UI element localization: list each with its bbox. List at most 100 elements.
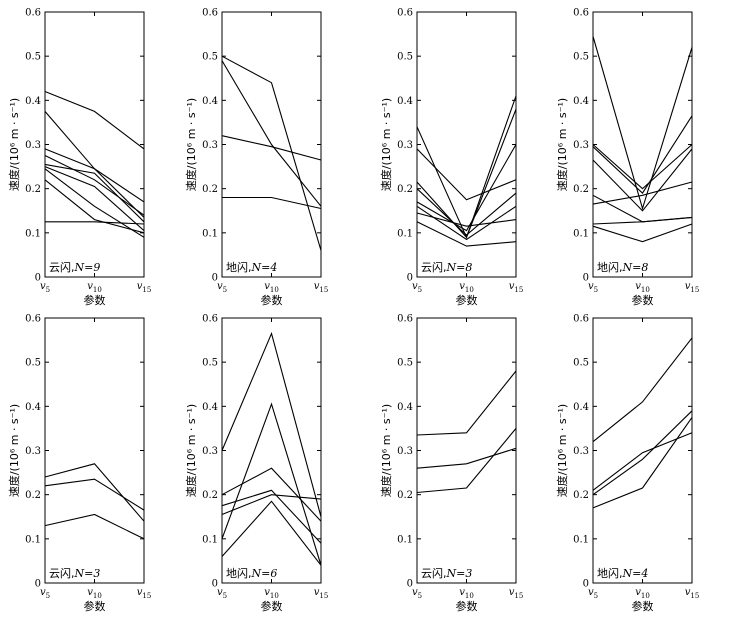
y-tick-label: 0.2 <box>25 490 41 501</box>
y-axis-label: 速度/(10⁶ m · s⁻¹) <box>7 98 21 191</box>
y-tick-label: 0.6 <box>202 314 218 325</box>
axes-frame <box>592 11 693 278</box>
y-tick-label: 0.3 <box>202 140 218 151</box>
panel-c: 0 0.1 0.2 0.3 0.4 0.5 0.6 v5 v10 v15 参数 速度/(10⁶ m ·… <box>379 8 523 308</box>
x-tick-label: v5 <box>40 587 50 600</box>
series-line-6 <box>592 181 693 205</box>
series-line-3 <box>221 135 322 161</box>
series-line-3 <box>592 410 693 496</box>
panel-g: 0 0.1 0.2 0.3 0.4 0.5 0.6 v5 v10 v15 参数 速度/(10⁶ m ·… <box>379 314 523 614</box>
panel-annotation: 云闪,N=9 <box>49 260 100 274</box>
x-tick-label: v10 <box>87 281 102 294</box>
y-tick-label: 0 <box>407 273 413 284</box>
y-tick-label: 0.2 <box>202 184 218 195</box>
y-tick-label: 0.5 <box>25 358 41 369</box>
y-tick-label: 0 <box>212 273 218 284</box>
x-tick-label: v5 <box>588 587 598 600</box>
x-tick-label: v5 <box>412 281 422 294</box>
y-axis-label: 速度/(10⁶ m · s⁻¹) <box>184 98 198 191</box>
panel-annotation: 云闪,N=3 <box>421 566 472 580</box>
series-line-6 <box>221 500 322 566</box>
y-tick-label: 0.5 <box>573 358 589 369</box>
x-axis-label: 参数 <box>456 599 478 613</box>
panel-b: 0 0.1 0.2 0.3 0.4 0.5 0.6 v5 v10 v15 参数 速度/(10⁶ m ·… <box>184 8 328 308</box>
x-tick-label: v10 <box>635 587 650 600</box>
panel-annotation: 云闪,N=8 <box>421 260 472 274</box>
x-axis-label: 参数 <box>84 599 106 613</box>
axes-frame <box>416 317 517 584</box>
x-tick-label: v10 <box>459 587 474 600</box>
series-line-9 <box>45 221 145 225</box>
y-tick-label: 0.2 <box>397 184 413 195</box>
x-axis-label: 参数 <box>261 599 283 613</box>
panel-a: 0 0.1 0.2 0.3 0.4 0.5 0.6 v5 v10 v15 参数 速度/(10⁶ m ·… <box>7 8 151 308</box>
y-tick-label: 0.4 <box>202 96 218 107</box>
series-line-8 <box>44 179 145 234</box>
x-tick-label: v15 <box>685 587 700 600</box>
y-tick-label: 0.2 <box>25 184 41 195</box>
axes-frame <box>44 317 145 584</box>
y-tick-label: 0.6 <box>397 8 413 19</box>
series-line-2 <box>592 144 693 190</box>
panel-d: 0 0.1 0.2 0.3 0.4 0.5 0.6 v5 v10 v15 参数 速度/(10⁶ m ·… <box>555 8 699 308</box>
axes-frame <box>221 317 322 584</box>
x-tick-label: v15 <box>314 587 329 600</box>
y-axis-label: 速度/(10⁶ m · s⁻¹) <box>184 404 198 497</box>
axes-frame <box>44 11 145 278</box>
x-tick-label: v15 <box>509 587 524 600</box>
series-line-3 <box>592 115 693 194</box>
x-tick-label: v10 <box>459 281 474 294</box>
y-tick-label: 0.3 <box>397 446 413 457</box>
panel-annotation: 云闪,N=3 <box>49 566 100 580</box>
y-tick-label: 0.4 <box>397 96 413 107</box>
x-tick-label: v5 <box>412 587 422 600</box>
series-line-4 <box>416 188 517 236</box>
y-tick-label: 0.6 <box>573 314 589 325</box>
y-tick-label: 0.2 <box>202 490 218 501</box>
y-tick-label: 0.4 <box>573 96 589 107</box>
y-tick-label: 0.6 <box>25 8 41 19</box>
series-line-4 <box>221 494 322 516</box>
panel-f: 0 0.1 0.2 0.3 0.4 0.5 0.6 v5 v10 v15 参数 速度/(10⁶ m ·… <box>184 314 328 614</box>
y-tick-label: 0 <box>407 579 413 590</box>
series-line-2 <box>221 60 322 207</box>
y-tick-label: 0.6 <box>573 8 589 19</box>
series-line-3 <box>416 109 517 239</box>
x-axis-label: 参数 <box>84 293 106 307</box>
y-tick-label: 0.3 <box>397 140 413 151</box>
y-tick-label: 0 <box>583 579 589 590</box>
y-tick-label: 0 <box>35 273 41 284</box>
y-tick-label: 0.3 <box>25 140 41 151</box>
x-tick-label: v5 <box>217 281 227 294</box>
y-tick-label: 0.5 <box>397 358 413 369</box>
y-tick-label: 0.5 <box>202 52 218 63</box>
series-line-4 <box>592 417 693 509</box>
x-axis-label: 参数 <box>632 599 654 613</box>
x-axis-label: 参数 <box>456 293 478 307</box>
y-tick-label: 0.1 <box>25 228 41 239</box>
series-line-4 <box>222 196 322 210</box>
y-tick-label: 0 <box>35 579 41 590</box>
x-tick-label: v15 <box>314 281 329 294</box>
series-line-2 <box>416 447 517 469</box>
series-line-7 <box>44 168 145 238</box>
y-tick-label: 0.4 <box>397 402 413 413</box>
y-tick-label: 0.6 <box>397 314 413 325</box>
series-line-5 <box>416 144 517 232</box>
x-tick-label: v15 <box>685 281 700 294</box>
y-tick-label: 0.5 <box>573 52 589 63</box>
y-tick-label: 0.2 <box>573 490 589 501</box>
x-tick-label: v5 <box>40 281 50 294</box>
y-tick-label: 0.6 <box>202 8 218 19</box>
series-line-1 <box>592 337 693 443</box>
x-tick-label: v10 <box>264 281 279 294</box>
y-axis-label: 速度/(10⁶ m · s⁻¹) <box>555 404 569 497</box>
series-line-2 <box>44 478 145 511</box>
x-tick-label: v5 <box>217 587 227 600</box>
series-line-1 <box>221 331 322 517</box>
y-axis-label: 速度/(10⁶ m · s⁻¹) <box>7 404 21 497</box>
y-axis-label: 速度/(10⁶ m · s⁻¹) <box>555 98 569 191</box>
panel-annotation: 地闪,N=4 <box>597 566 648 580</box>
series-line-7 <box>592 216 693 225</box>
series-line-5 <box>221 402 322 566</box>
